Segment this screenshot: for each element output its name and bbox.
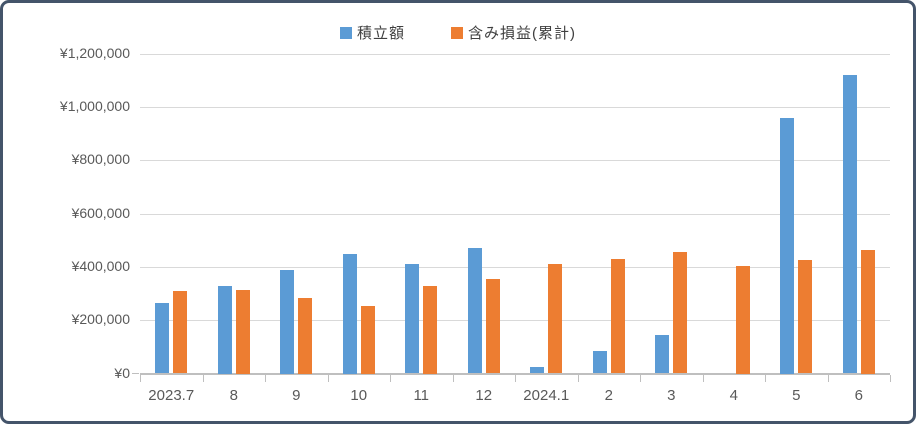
grid-line — [140, 106, 890, 108]
x-axis-tick — [452, 374, 454, 382]
y-axis-tick-label: ¥1,200,000 — [59, 44, 130, 61]
x-axis-category-label: 2 — [604, 386, 613, 404]
legend-label-tsumitategaku: 積立額 — [356, 25, 405, 42]
bar-fukumi-soneki — [173, 290, 188, 374]
x-axis-category-label: 2023.7 — [148, 386, 195, 404]
x-axis-category-label: 10 — [350, 386, 368, 404]
x-axis-category-label: 3 — [667, 386, 676, 404]
legend-item-tsumitategaku: 積立額 — [339, 22, 405, 43]
bar-fukumi-soneki — [860, 249, 875, 374]
x-axis-category-label: 11 — [413, 386, 430, 404]
grid-line — [140, 320, 890, 322]
y-axis-tick-label: ¥600,000 — [71, 204, 130, 221]
y-axis-tick-label: ¥0 — [114, 364, 130, 381]
bar-fukumi-soneki — [673, 252, 688, 374]
y-axis-tick-label: ¥800,000 — [71, 151, 130, 168]
bar-tsumitategaku — [467, 248, 482, 374]
x-axis-tick — [140, 374, 141, 382]
x-axis-tick — [702, 374, 704, 382]
bar-tsumitategaku — [342, 253, 357, 374]
grid-line — [140, 160, 890, 162]
bar-fukumi-soneki — [423, 285, 438, 374]
x-axis-tick — [515, 374, 516, 382]
bar-fukumi-soneki — [735, 265, 750, 374]
x-axis-tick — [327, 374, 329, 382]
x-axis-line — [140, 373, 890, 375]
grid-line — [140, 213, 890, 215]
x-axis-category-label: 5 — [792, 386, 801, 404]
bar-fukumi-soneki — [360, 305, 375, 374]
legend-swatch-orange-icon — [451, 26, 463, 39]
legend-item-fukumi-soneki: 含み損益(累計) — [451, 22, 576, 43]
x-axis-tick — [827, 374, 829, 382]
x-axis-tick — [390, 374, 391, 382]
bar-fukumi-soneki — [235, 289, 250, 374]
y-axis-zero-tick — [132, 373, 139, 374]
y-axis-tick-label: ¥200,000 — [71, 311, 130, 328]
chart-legend: 積立額 含み損益(累計) — [0, 22, 916, 43]
legend-swatch-blue-icon — [339, 26, 352, 39]
bar-fukumi-soneki — [798, 260, 813, 374]
x-axis-category-label: 2024.1 — [523, 386, 570, 404]
x-axis-tick — [640, 374, 641, 382]
x-axis-category-label: 9 — [292, 386, 301, 404]
bar-tsumitategaku — [780, 117, 795, 374]
bar-tsumitategaku — [217, 285, 232, 374]
bar-tsumitategaku — [842, 74, 857, 374]
bar-tsumitategaku — [592, 350, 607, 374]
bar-fukumi-soneki — [485, 278, 500, 374]
x-axis-tick — [202, 374, 204, 382]
x-axis-category-label: 12 — [475, 386, 493, 404]
y-axis-tick-label: ¥1,000,000 — [59, 97, 130, 114]
x-axis-tick — [265, 374, 266, 382]
bar-tsumitategaku — [155, 302, 170, 374]
bar-fukumi-soneki — [298, 297, 313, 374]
bar-tsumitategaku — [655, 334, 670, 374]
legend-label-fukumi-soneki: 含み損益(累計) — [468, 25, 576, 42]
x-axis-category-label: 6 — [854, 386, 863, 404]
x-axis-tick — [765, 374, 766, 382]
bar-tsumitategaku — [530, 366, 545, 374]
x-axis-tick — [890, 374, 891, 382]
bar-tsumitategaku — [405, 264, 420, 374]
bar-fukumi-soneki — [548, 264, 563, 374]
grid-line — [140, 266, 890, 268]
x-axis-category-label: 4 — [729, 386, 738, 404]
y-axis-tick-label: ¥400,000 — [71, 257, 130, 274]
bar-fukumi-soneki — [610, 258, 625, 374]
x-axis-category-label: 8 — [229, 386, 238, 404]
bar-tsumitategaku — [280, 269, 295, 374]
x-axis-tick — [577, 374, 579, 382]
grid-line — [140, 53, 890, 55]
